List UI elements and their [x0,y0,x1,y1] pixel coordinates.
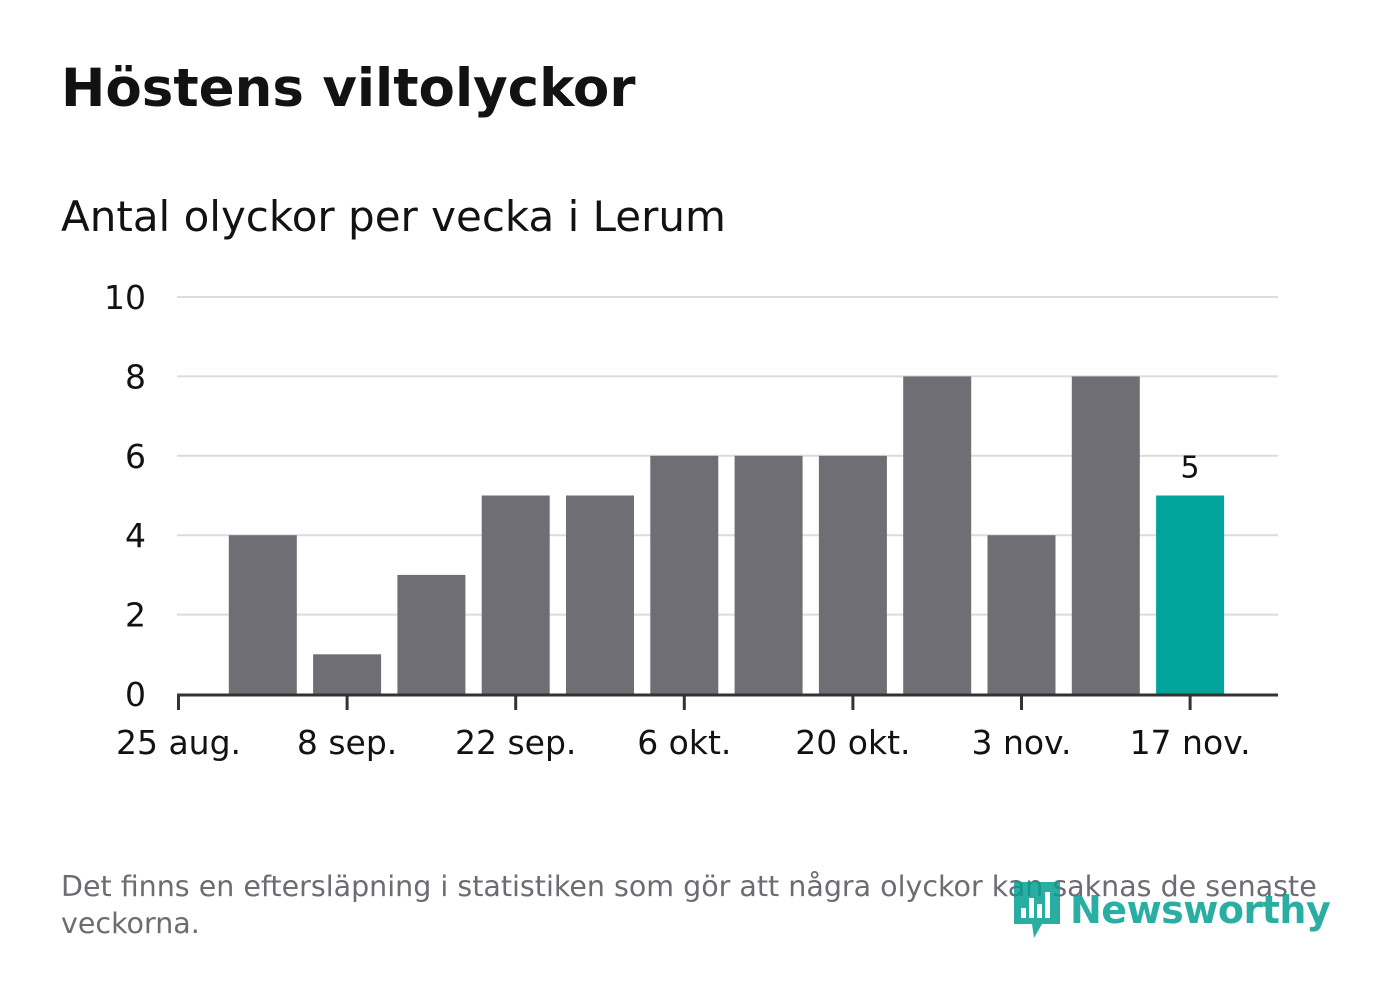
y-tick-label: 6 [125,437,146,476]
bar [228,535,297,694]
x-tick-label: 6 okt. [637,723,731,762]
bar [818,455,887,694]
bar [313,654,382,694]
footnote: Det finns en eftersläpning i statistiken… [61,870,1317,940]
y-tick-label: 8 [125,357,146,396]
x-tick-label: 22 sep. [455,723,576,762]
x-tick-label: 8 sep. [297,723,397,762]
bar-value-label: 5 [1181,451,1200,486]
bar-highlight [1156,495,1225,694]
x-tick-label: 25 aug. [116,723,241,762]
chart-subtitle: Antal olyckor per vecka i Lerum [61,192,726,241]
x-tick-label: 20 okt. [795,723,910,762]
y-tick-label: 10 [104,278,146,317]
bar [903,376,972,694]
bar [987,535,1056,694]
bar [397,574,466,694]
bar [734,455,803,694]
x-tick-label: 17 nov. [1130,723,1251,762]
bar [1071,376,1140,694]
newsworthy-logo[interactable]: Newsworthy [1012,878,1331,942]
y-tick-label: 0 [125,675,146,714]
chart-title: Höstens viltolyckor [61,58,636,119]
bar [566,495,634,694]
x-tick-label: 3 nov. [971,723,1071,762]
logo-text: Newsworthy [1070,888,1331,932]
y-tick-label: 4 [125,516,146,555]
bar [650,455,719,694]
bar [481,495,550,694]
y-tick-label: 2 [125,596,146,635]
newsworthy-logo-icon [1014,882,1060,938]
